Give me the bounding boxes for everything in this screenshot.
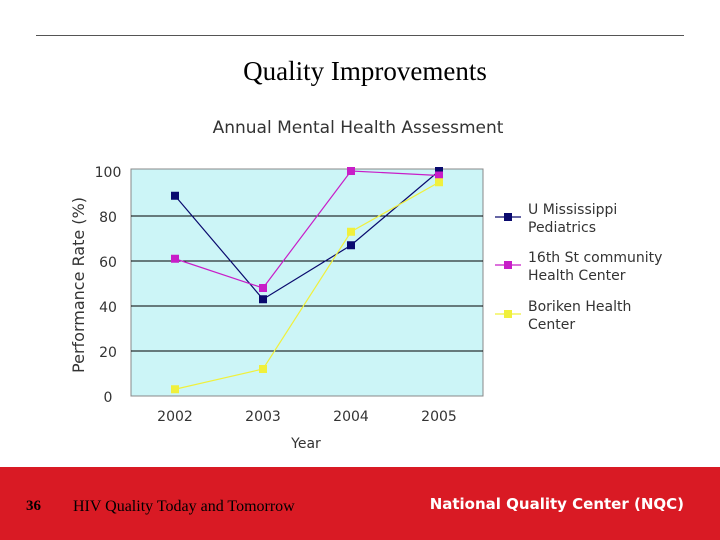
y-tick-label: 100: [95, 165, 122, 181]
chart-title: Annual Mental Health Assessment: [213, 118, 504, 138]
legend-label: Health Center: [528, 268, 626, 284]
series-line: [174, 170, 440, 289]
y-tick-label: 0: [104, 390, 113, 406]
series-line: [174, 170, 440, 301]
data-point: [171, 254, 179, 263]
plot-area: [130, 168, 484, 397]
data-point: [347, 167, 355, 175]
data-point: [347, 227, 355, 236]
x-tick-label: 2003: [245, 409, 281, 425]
legend-swatch-marker: [504, 310, 512, 318]
data-point: [435, 178, 443, 187]
data-point: [259, 295, 267, 304]
data-point: [171, 191, 179, 200]
x-tick-label: 2005: [421, 409, 457, 425]
data-point: [435, 167, 443, 175]
legend-label: Center: [528, 317, 575, 333]
legend-swatch-marker: [504, 261, 512, 269]
footer-bar: 36 HIV Quality Today and Tomorrow Nation…: [0, 467, 720, 540]
legend-swatch-marker: [504, 213, 512, 221]
line-chart: Annual Mental Health Assessment 0 20 40 60 8…: [69, 118, 662, 452]
x-tick-label: 2004: [333, 409, 369, 425]
data-point: [171, 385, 179, 394]
y-tick-label: 60: [99, 255, 117, 271]
legend-label: U Mississippi: [528, 202, 617, 218]
legend-label: Boriken Health: [528, 299, 631, 315]
series-line: [174, 181, 440, 390]
data-point: [259, 284, 267, 292]
y-tick-label: 40: [99, 300, 117, 316]
data-point: [347, 241, 355, 250]
data-point: [435, 171, 443, 180]
y-axis-label: Performance Rate (%): [69, 197, 88, 373]
data-point: [259, 365, 267, 373]
slide-number: 36: [26, 498, 41, 514]
top-divider: [36, 35, 684, 36]
y-tick-label: 80: [99, 210, 117, 226]
y-tick-label: 20: [99, 345, 117, 361]
brand-logo-text: National Quality Center (NQC): [429, 495, 684, 513]
footer-title: HIV Quality Today and Tomorrow: [73, 498, 295, 515]
x-axis-label: Year: [290, 436, 321, 452]
slide-title: Quality Improvements: [243, 56, 487, 86]
x-tick-label: 2002: [157, 409, 193, 425]
legend-label: 16th St community: [528, 250, 662, 266]
legend-label: Pediatrics: [528, 220, 596, 236]
